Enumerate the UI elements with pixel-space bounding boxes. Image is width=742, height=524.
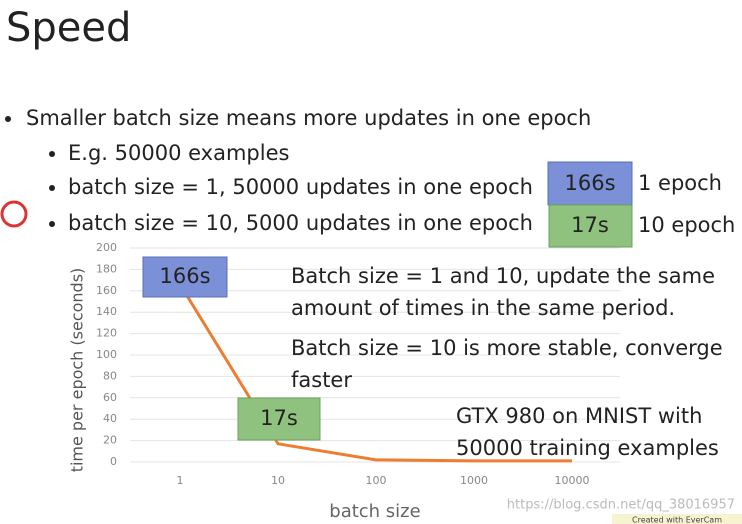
x-axis-title: batch size — [329, 501, 420, 522]
epoch-label: 1 epoch — [638, 171, 722, 195]
stamp-icon — [0, 200, 28, 228]
callout-box — [142, 256, 228, 298]
slide-title: Speed — [6, 5, 131, 51]
time-box — [548, 204, 633, 248]
bullet-dot — [5, 116, 11, 122]
x-tick-label: 10000 — [555, 474, 590, 487]
y-tick-label: 80 — [103, 369, 117, 382]
recorder-label: Created with EverCam — [632, 516, 722, 524]
callout-label: 166s — [159, 264, 210, 288]
bullet: batch size = 1, 50000 updates in one epo… — [68, 175, 533, 199]
y-axis-title: time per epoch (seconds) — [68, 268, 87, 473]
time-box-label: 166s — [564, 171, 615, 195]
x-tick-label: 100 — [366, 474, 387, 487]
y-tick-label: 160 — [96, 284, 117, 297]
note: Batch size = 1 and 10, update the same — [291, 264, 715, 288]
bullet-dot — [49, 221, 55, 227]
bullet: E.g. 50000 examples — [68, 141, 289, 165]
callout-label: 17s — [260, 406, 298, 430]
epoch-label: 10 epoch — [638, 213, 735, 237]
note: faster — [291, 368, 352, 392]
note: amount of times in the same period. — [291, 296, 675, 320]
y-tick-label: 40 — [103, 412, 117, 425]
time-box-label: 17s — [571, 213, 609, 237]
data-line — [178, 283, 572, 463]
recorder-badge — [612, 514, 742, 524]
x-tick-label: 1 — [177, 474, 184, 487]
watermark: https://blog.csdn.net/qq_38016957 — [507, 498, 735, 513]
x-tick-label: 10 — [271, 474, 285, 487]
y-tick-label: 0 — [110, 455, 117, 468]
callout-box — [237, 397, 321, 441]
chart: 0 20 40 60 80 100 120 140 160 180 200 1 10 100 1000 100… — [68, 241, 620, 522]
y-tick-label: 120 — [96, 327, 117, 340]
y-tick-label: 180 — [96, 262, 117, 275]
y-tick-label: 20 — [103, 434, 117, 447]
note: 50000 training examples — [456, 436, 719, 460]
note: Batch size = 10 is more stable, converge — [291, 336, 723, 360]
bullet: Smaller batch size means more updates in… — [26, 106, 591, 130]
bullet-dot — [49, 185, 55, 191]
y-tick-label: 200 — [96, 241, 117, 254]
y-tick-label: 60 — [103, 391, 117, 404]
bullet-dot — [49, 151, 55, 157]
bullet: batch size = 10, 5000 updates in one epo… — [68, 211, 533, 235]
note: GTX 980 on MNIST with — [456, 404, 702, 428]
y-tick-label: 140 — [96, 305, 117, 318]
x-tick-label: 1000 — [460, 474, 488, 487]
time-box — [547, 161, 633, 206]
y-tick-label: 100 — [96, 348, 117, 361]
